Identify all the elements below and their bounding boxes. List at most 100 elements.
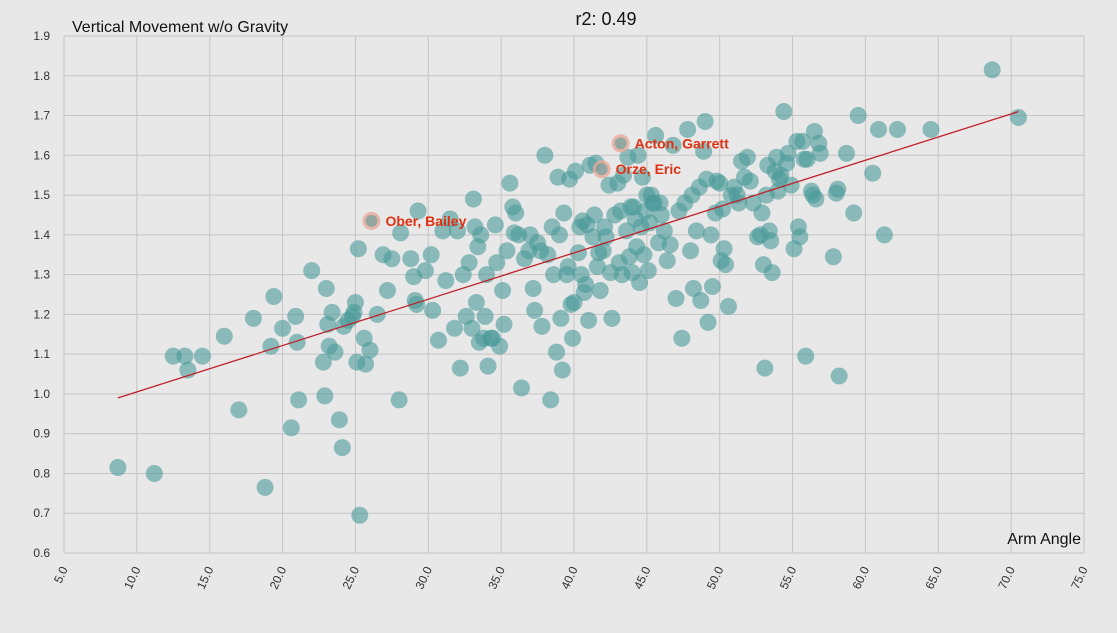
data-point [763, 264, 781, 282]
data-point [437, 272, 455, 290]
data-point [463, 319, 481, 337]
data-point [655, 222, 673, 240]
point-annotation: Acton, Garrett [635, 135, 729, 151]
data-points [109, 61, 1027, 524]
data-point [316, 387, 334, 405]
data-point [553, 361, 571, 379]
y-tick-label: 1.0 [33, 387, 50, 401]
data-point [164, 347, 182, 365]
y-tick-label: 1.9 [33, 29, 50, 43]
data-point [495, 315, 513, 333]
data-point [715, 240, 733, 258]
data-point [711, 174, 729, 192]
data-point [274, 319, 292, 337]
data-point [756, 359, 774, 377]
data-point [552, 309, 570, 327]
data-point [536, 146, 554, 164]
y-tick-label: 1.2 [33, 307, 50, 321]
y-tick-label: 0.6 [33, 546, 50, 560]
data-point [488, 254, 506, 272]
data-point [849, 107, 867, 125]
data-point [422, 246, 440, 264]
data-point [330, 411, 348, 429]
data-point [824, 248, 842, 266]
data-point [265, 287, 283, 305]
data-point [498, 242, 516, 260]
data-point [566, 162, 584, 180]
data-point [569, 244, 587, 262]
y-tick-labels: 0.6 0.7 0.8 0.9 1.0 1.1 1.2 1.3 1.4 1.5 1.6 1.7 1.8 1… [33, 29, 50, 560]
data-point [326, 343, 344, 361]
data-point [193, 347, 211, 365]
chart-title: r2: 0.49 [575, 9, 636, 29]
data-point [409, 202, 427, 220]
data-point [323, 303, 341, 321]
data-point [717, 256, 735, 274]
data-point [564, 329, 582, 347]
data-point [513, 379, 531, 397]
data-point [215, 327, 233, 345]
data-point [378, 282, 396, 300]
x-tick-labels: 5.0 10.0 15.0 20.0 25.0 30.0 35.0 40.0 45.0 50.0 5… [51, 564, 1091, 591]
data-point [922, 120, 940, 138]
y-axis-title: Vertical Movement w/o Gravity [72, 19, 288, 36]
data-point [346, 293, 364, 311]
data-point [446, 319, 464, 337]
data-point [109, 458, 127, 476]
data-point [703, 278, 721, 296]
data-point [667, 289, 685, 307]
data-point [429, 331, 447, 349]
data-point [782, 176, 800, 194]
data-point [349, 240, 367, 258]
x-tick-label: 5.0 [51, 564, 71, 585]
data-point [494, 282, 512, 300]
data-point [476, 307, 494, 325]
data-point [524, 280, 542, 298]
data-point [603, 309, 621, 327]
data-point [615, 166, 633, 184]
data-point [351, 506, 369, 524]
data-point [545, 266, 563, 284]
data-point [464, 190, 482, 208]
data-point [629, 146, 647, 164]
data-point [699, 313, 717, 331]
highlighted-point-core [595, 163, 608, 176]
x-axis-title: Arm Angle [1007, 531, 1081, 548]
data-point [983, 61, 1001, 79]
data-point [779, 144, 797, 162]
data-point [402, 250, 420, 268]
data-point [673, 329, 691, 347]
data-point [845, 204, 863, 222]
data-point [361, 341, 379, 359]
y-tick-label: 1.8 [33, 69, 50, 83]
data-point [501, 174, 519, 192]
highlighted-point-core [365, 214, 378, 227]
data-point [696, 113, 714, 131]
data-point [472, 226, 490, 244]
data-point [416, 262, 434, 280]
y-tick-label: 1.6 [33, 148, 50, 162]
highlighted-point-core [614, 137, 627, 150]
y-tick-label: 0.8 [33, 466, 50, 480]
y-tick-label: 1.5 [33, 188, 50, 202]
data-point [451, 359, 469, 377]
data-point [383, 250, 401, 268]
data-point [539, 246, 557, 264]
data-point [888, 120, 906, 138]
data-point [580, 311, 598, 329]
data-point [679, 120, 697, 138]
y-tick-label: 1.1 [33, 347, 50, 361]
point-annotation: Ober, Bailey [385, 213, 466, 229]
data-point [658, 252, 676, 270]
y-tick-label: 0.7 [33, 506, 50, 520]
data-point [550, 226, 568, 244]
data-point [811, 144, 829, 162]
data-point [661, 236, 679, 254]
data-point [526, 301, 544, 319]
data-point [448, 222, 466, 240]
data-point [282, 419, 300, 437]
data-point [357, 355, 375, 373]
data-point [548, 343, 566, 361]
data-point [762, 232, 780, 250]
